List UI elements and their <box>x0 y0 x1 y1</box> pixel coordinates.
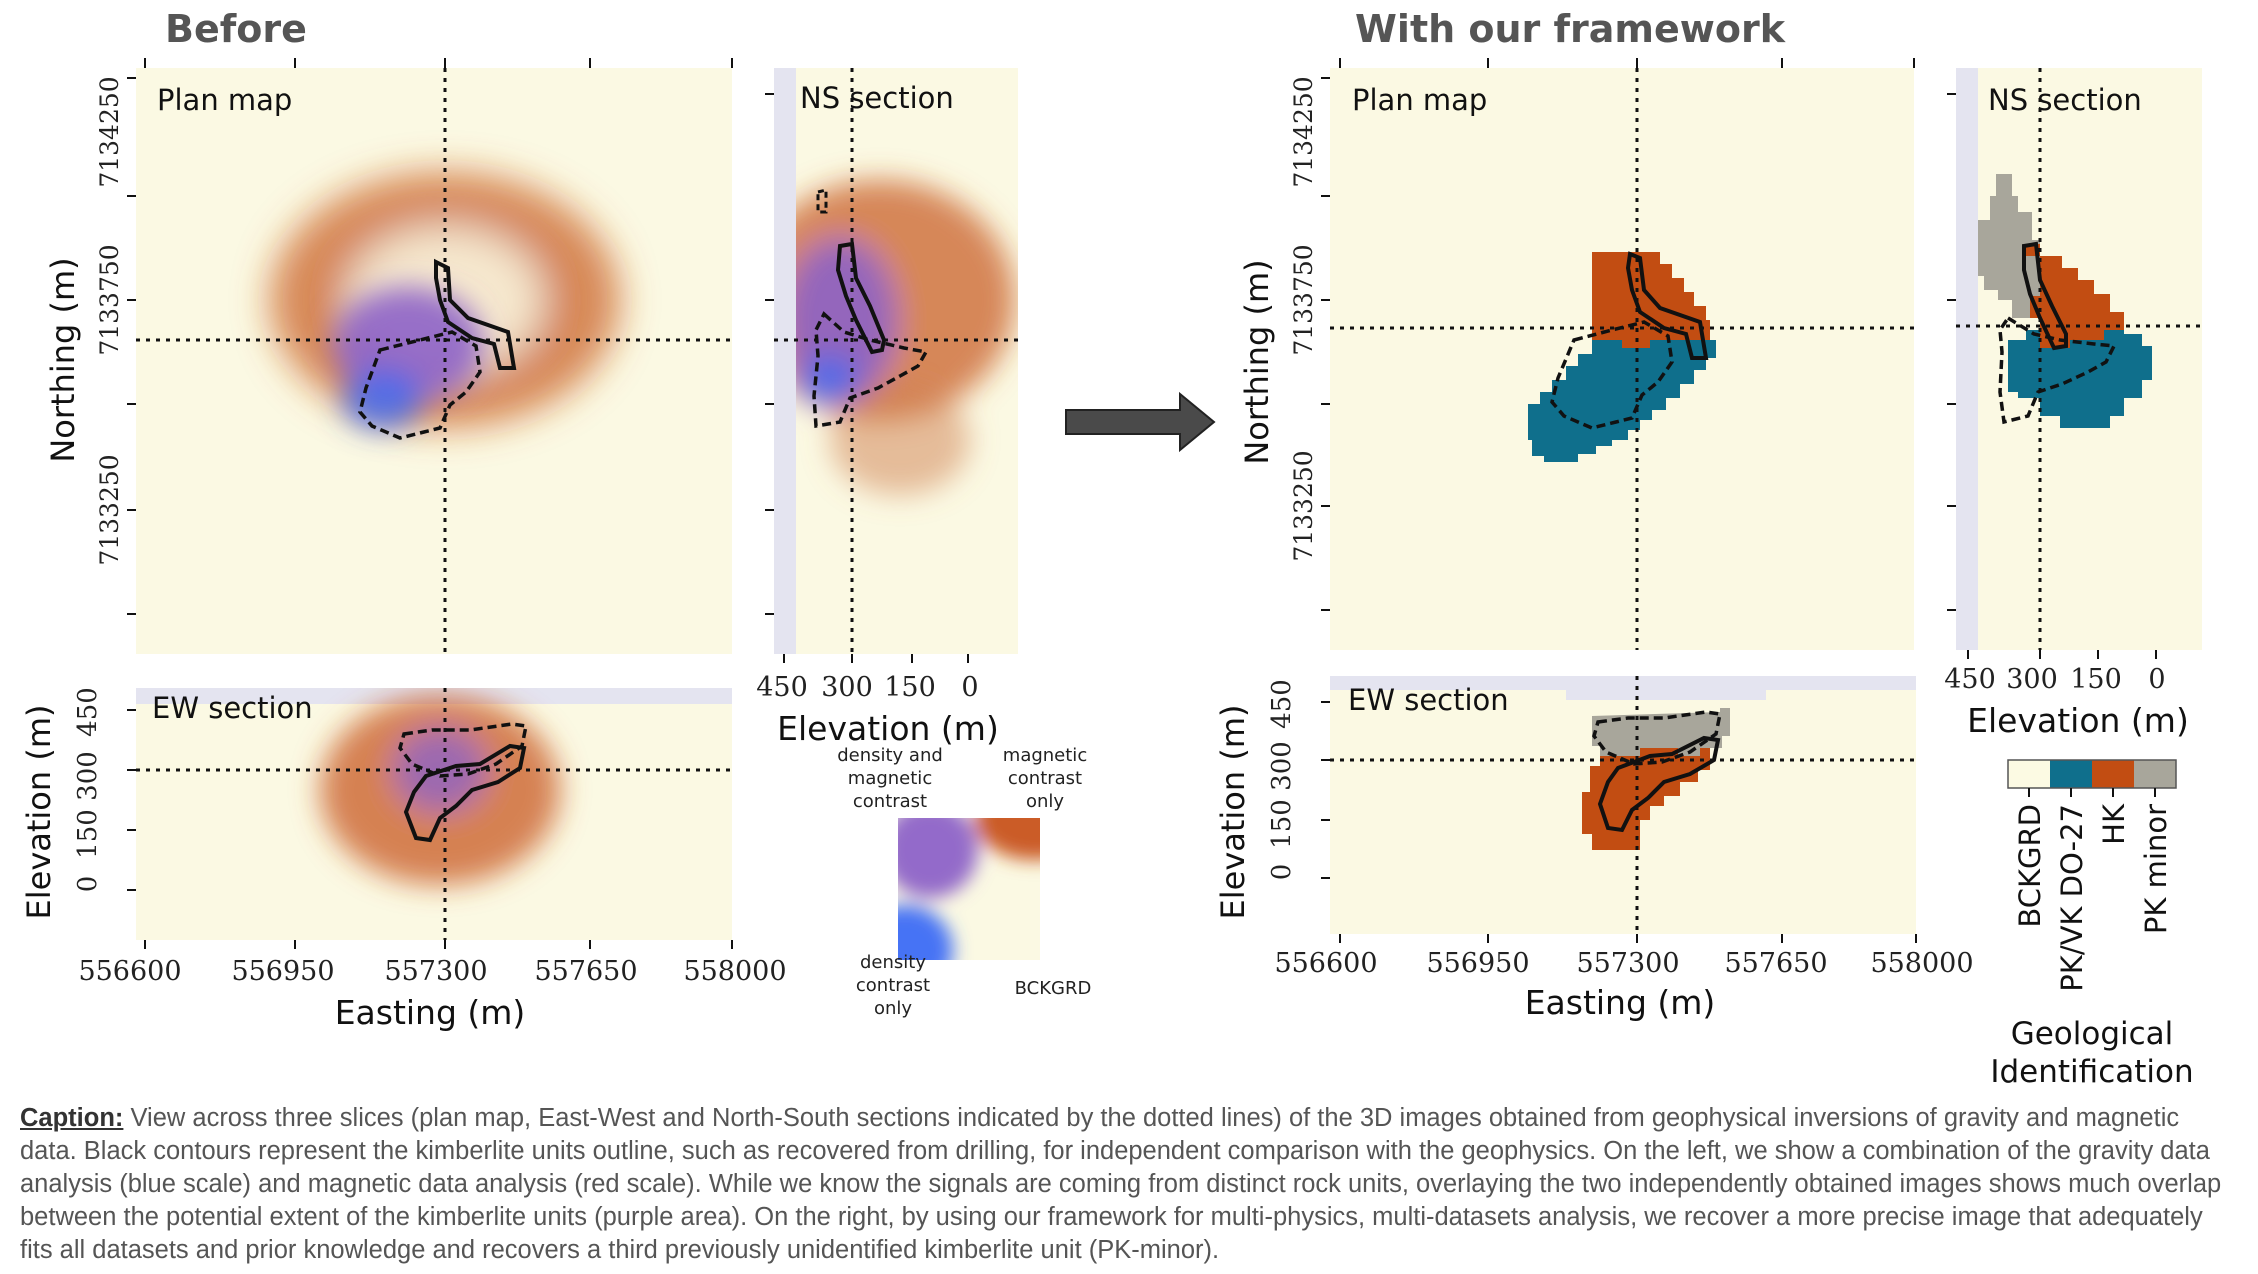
pk-region-after-ns <box>2008 330 2152 428</box>
contour-hk-after-plan <box>1625 251 1709 360</box>
easting-tick-4-before: 557650 <box>534 956 637 987</box>
northing-tick-mid-after: 7133750 <box>1289 244 1318 355</box>
easting-tick-5-before: 558000 <box>683 956 786 987</box>
caption-text: View across three slices (plan map, East… <box>20 1104 2222 1264</box>
elev-tick-150-ns-before: 150 <box>884 672 936 703</box>
ew-section-before-label: EW section <box>152 691 313 725</box>
contour-pk-before-ns <box>816 188 828 214</box>
elev-tick-300-ns-after: 300 <box>2006 664 2058 695</box>
easting-tick-5-after: 558000 <box>1870 948 1973 979</box>
contour-pk-after-plan <box>1550 320 1674 430</box>
elev-tick-450-ew-after: 450 <box>1267 679 1297 729</box>
legend-bl-3: only <box>874 998 912 1019</box>
bivariate-legend: density and magnetic contrast magnetic c… <box>837 745 1092 1019</box>
contour-hk-before-ew <box>403 743 527 843</box>
northing-tick-top-after: 7134250 <box>1289 76 1318 187</box>
elevation-label-ew-after: Elevation (m) <box>1214 705 1252 920</box>
elev-tick-450-ew-before: 450 <box>73 687 103 737</box>
ns-section-before <box>774 68 1018 654</box>
ew-section-after-label: EW section <box>1348 683 1509 717</box>
hk-region-after-ns <box>2024 244 2124 348</box>
legend-tl-3: contrast <box>853 791 927 812</box>
legend-bl-2: contrast <box>856 975 930 996</box>
elev-tick-300-ew-after: 300 <box>1267 741 1297 791</box>
pk-region-after-plan <box>1528 340 1716 462</box>
legend-label-pkminor: PK minor <box>2139 804 2173 934</box>
pk-minor-region-after-ns <box>1978 174 2040 318</box>
contour-pk-before-ew <box>398 722 529 778</box>
legend-swatch-pkvk <box>2050 760 2092 788</box>
legend-label-pkvk: PK/VK DO-27 <box>2055 804 2089 992</box>
legend-swatch-hk <box>2092 760 2134 788</box>
ns-section-before-label: NS section <box>800 81 954 115</box>
contour-hk-before-ns <box>835 241 887 355</box>
figure: Before Plan map 7134250 7133750 7133250 … <box>20 7 2202 1090</box>
geology-legend: BCKGRD PK/VK DO-27 HK PK minor Geologica… <box>1990 759 2194 1090</box>
contour-pk-before-ns-lower <box>812 311 929 429</box>
easting-tick-2-before: 556950 <box>231 956 334 987</box>
legend-label-bckgrd: BCKGRD <box>2013 804 2047 928</box>
ns-section-after-label: NS section <box>1988 83 2142 117</box>
legend-tr-2: contrast <box>1008 768 1082 789</box>
elev-tick-300-ns-before: 300 <box>821 672 873 703</box>
legend-swatch-pkminor <box>2134 760 2176 788</box>
elev-tick-300-ew-before: 300 <box>73 751 103 801</box>
legend-br: BCKGRD <box>1015 978 1092 999</box>
northing-tick-bottom-after: 7133250 <box>1289 450 1318 561</box>
legend-label-hk: HK <box>2097 803 2131 845</box>
elev-tick-450-ns-after: 450 <box>1944 664 1996 695</box>
easting-tick-4-after: 557650 <box>1724 948 1827 979</box>
elev-tick-0-ns-before: 0 <box>961 672 978 703</box>
elevation-label-ew-before: Elevation (m) <box>20 705 58 920</box>
easting-tick-1-after: 556600 <box>1274 948 1377 979</box>
after-title: With our framework <box>1355 7 1786 51</box>
northing-tick-mid-before: 7133750 <box>95 244 124 355</box>
ew-section-before <box>136 688 732 940</box>
contour-hk-before-plan <box>434 258 517 370</box>
elev-tick-0-ew-before: 0 <box>73 876 103 893</box>
elev-tick-0-ew-after: 0 <box>1267 864 1297 881</box>
before-title: Before <box>165 7 307 51</box>
elevation-label-ns-before: Elevation (m) <box>777 709 999 748</box>
legend-tr-3: only <box>1026 791 1064 812</box>
contour-pk-after-ns <box>1998 315 2117 425</box>
legend-swatch-bckgrd <box>2008 760 2050 788</box>
legend-tr-1: magnetic <box>1003 745 1087 766</box>
plan-map-before-label: Plan map <box>157 83 292 117</box>
contour-pk-before-plan <box>358 330 482 440</box>
legend-tl-2: magnetic <box>848 768 932 789</box>
elev-tick-150-ew-before: 150 <box>73 809 103 859</box>
plan-map-before <box>136 68 732 654</box>
northing-label-before: Northing (m) <box>44 257 82 462</box>
contour-hk-after-ew <box>1597 735 1721 833</box>
contour-pk-after-ew <box>1592 710 1723 766</box>
northing-tick-bottom-before: 7133250 <box>95 454 124 565</box>
legend-title-2: Identification <box>1990 1054 2193 1090</box>
arrow-icon <box>1065 391 1216 453</box>
caption-label: Caption: <box>20 1104 124 1132</box>
northing-tick-top-before: 7134250 <box>95 76 124 187</box>
caption: Caption: View across three slices (plan … <box>20 1102 2240 1267</box>
easting-tick-1-before: 556600 <box>78 956 181 987</box>
easting-label-before: Easting (m) <box>335 993 526 1032</box>
easting-tick-2-after: 556950 <box>1426 948 1529 979</box>
elev-tick-150-ew-after: 150 <box>1267 799 1297 849</box>
easting-label-after: Easting (m) <box>1525 983 1716 1022</box>
easting-tick-3-after: 557300 <box>1576 948 1679 979</box>
legend-title-1: Geological <box>2011 1016 2174 1052</box>
legend-tl-1: density and <box>837 745 943 766</box>
elev-tick-150-ns-after: 150 <box>2070 664 2122 695</box>
elevation-label-ns-after: Elevation (m) <box>1967 701 2189 740</box>
northing-label-after: Northing (m) <box>1238 259 1276 464</box>
plan-map-after-label: Plan map <box>1352 83 1487 117</box>
legend-bl-1: density <box>860 952 926 973</box>
easting-tick-3-before: 557300 <box>384 956 487 987</box>
elev-tick-0-ns-after: 0 <box>2148 664 2165 695</box>
elev-tick-450-ns-before: 450 <box>756 672 808 703</box>
